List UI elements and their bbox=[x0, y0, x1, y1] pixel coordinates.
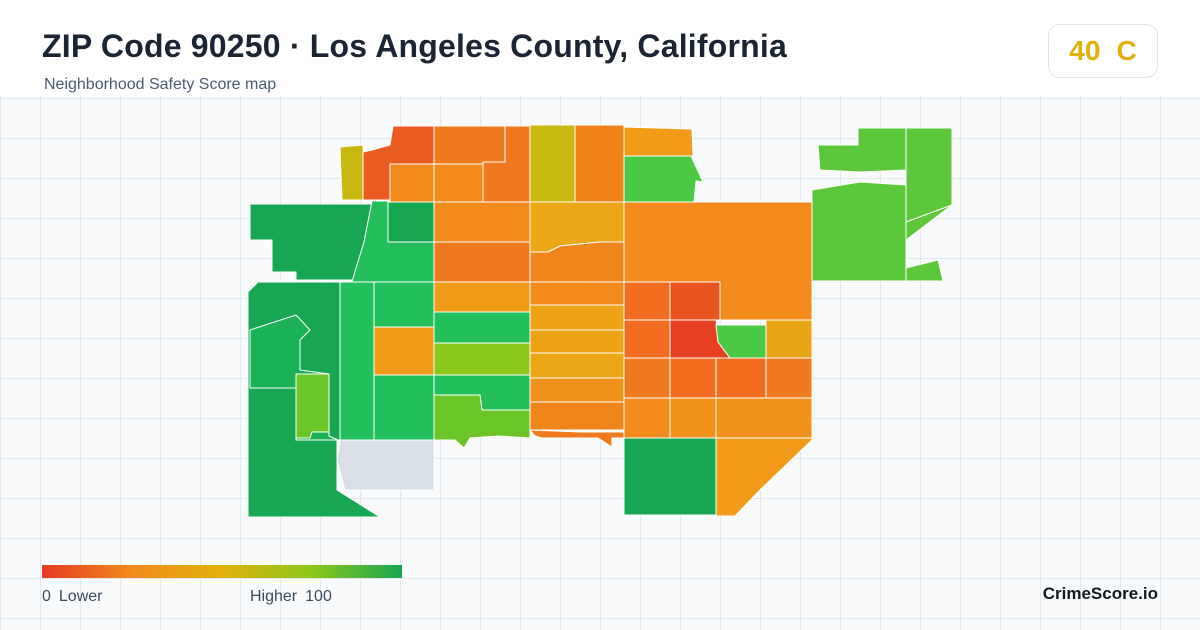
region-c-orange-5[interactable] bbox=[433, 281, 531, 313]
legend-min-value: 0 bbox=[42, 588, 51, 605]
legend-max-value: 100 bbox=[305, 588, 332, 605]
region-m-green-a[interactable] bbox=[433, 311, 531, 344]
region-ne-green-1[interactable] bbox=[817, 127, 907, 173]
region-c-orange-7[interactable] bbox=[529, 304, 625, 331]
legend-min-text: Lower bbox=[58, 588, 103, 605]
region-e-orange-row-e[interactable] bbox=[765, 357, 813, 399]
region-e-orange-row-g[interactable] bbox=[669, 397, 717, 439]
legend-max-text: Higher bbox=[250, 588, 298, 605]
region-w-green-b3[interactable] bbox=[373, 374, 435, 441]
grade-badge: 40 C bbox=[1048, 24, 1158, 78]
region-o-row-2[interactable] bbox=[529, 352, 625, 379]
page-subtitle: Neighborhood Safety Score map bbox=[44, 76, 277, 93]
region-n-top-yellow[interactable] bbox=[529, 124, 576, 203]
region-c-orange-3[interactable] bbox=[433, 241, 531, 283]
region-e-orange-row-d[interactable] bbox=[715, 357, 767, 399]
region-c-orange-1[interactable] bbox=[433, 201, 531, 243]
grade-score: 40 bbox=[1069, 35, 1101, 66]
region-e-orange-row-b[interactable] bbox=[623, 357, 671, 399]
brand-logo-text: CrimeScore.io bbox=[1042, 584, 1158, 603]
region-e-orange-row-c[interactable] bbox=[669, 357, 717, 399]
region-e-orange-row-h[interactable] bbox=[715, 397, 813, 439]
region-s-orange-tail[interactable] bbox=[715, 437, 813, 517]
region-n-green-top[interactable] bbox=[623, 155, 704, 203]
region-n-top-orange[interactable] bbox=[574, 124, 625, 203]
region-o-row-1[interactable] bbox=[529, 329, 625, 354]
region-o-row-3[interactable] bbox=[529, 377, 625, 403]
region-e-orange-row-f[interactable] bbox=[623, 397, 671, 439]
region-w-orange-b2[interactable] bbox=[373, 326, 435, 376]
legend-gradient-bar bbox=[42, 565, 402, 578]
region-o-row-4[interactable] bbox=[529, 401, 625, 431]
region-ne-green-4[interactable] bbox=[905, 259, 944, 282]
region-w-green-square[interactable] bbox=[387, 201, 435, 243]
page-title: ZIP Code 90250 · Los Angeles County, Cal… bbox=[42, 28, 787, 64]
region-no-data[interactable] bbox=[336, 439, 435, 491]
header-band bbox=[0, 0, 1200, 96]
region-e-red-2[interactable] bbox=[669, 281, 721, 321]
region-e-red-1[interactable] bbox=[623, 281, 671, 321]
region-n-row2-c[interactable] bbox=[433, 163, 484, 203]
legend-low-label: 0 Lower bbox=[42, 588, 102, 606]
region-w-dark-green-block[interactable] bbox=[249, 203, 373, 281]
region-ne-green-3[interactable] bbox=[811, 181, 907, 282]
region-m-lime-b[interactable] bbox=[433, 342, 531, 376]
region-w-lime-block[interactable] bbox=[295, 373, 330, 439]
region-m-lime-d[interactable] bbox=[433, 394, 531, 449]
region-n-yellow-sliver[interactable] bbox=[339, 144, 366, 201]
region-c-orange-6[interactable] bbox=[529, 281, 625, 306]
region-n-top-right-orange[interactable] bbox=[623, 126, 694, 157]
legend-high-label: Higher 100 bbox=[250, 588, 332, 606]
region-e-orange-row-a[interactable] bbox=[623, 319, 671, 359]
region-e-yellow[interactable] bbox=[765, 319, 813, 359]
region-s-dark-green[interactable] bbox=[623, 437, 717, 516]
region-w-green-col[interactable] bbox=[339, 281, 375, 441]
region-n-row2-a[interactable] bbox=[389, 163, 435, 203]
region-o-row-5[interactable] bbox=[529, 429, 625, 448]
region-w-green-b1[interactable] bbox=[373, 281, 435, 328]
grade-letter: C bbox=[1116, 35, 1137, 66]
region-ne-green-sliver[interactable] bbox=[905, 204, 953, 241]
